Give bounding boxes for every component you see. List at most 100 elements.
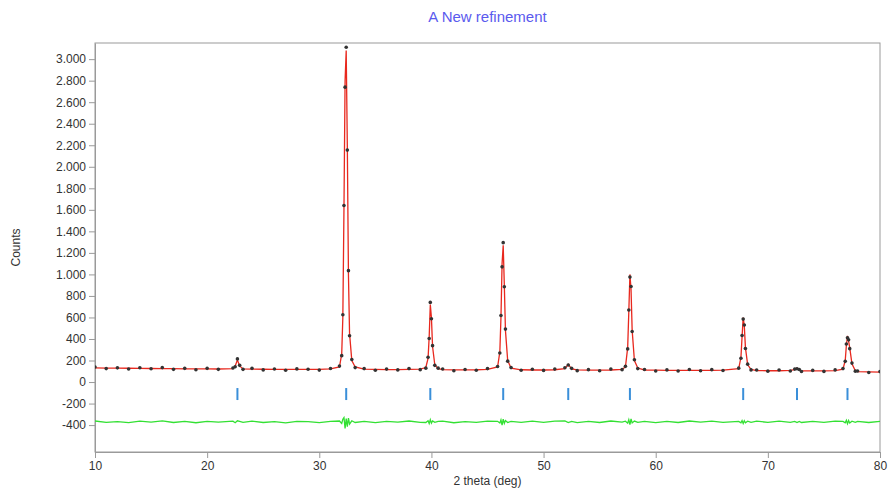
observed-point [463, 368, 467, 372]
observed-point [509, 366, 513, 370]
observed-point [506, 359, 510, 363]
y-tick-label: 1.400 [56, 225, 86, 239]
y-tick: 200 [66, 354, 95, 368]
y-tick: 1.800 [56, 182, 95, 196]
y-tick-mark [89, 382, 95, 383]
observed-point [183, 367, 187, 371]
x-tick-label: 30 [313, 459, 327, 473]
observed-point [116, 366, 120, 370]
observed-point [430, 317, 434, 321]
observed-point [474, 369, 478, 373]
observed-point [261, 368, 265, 372]
observed-point [250, 367, 254, 371]
observed-point [800, 370, 804, 374]
observed-point [676, 369, 680, 373]
observed-point [845, 342, 849, 346]
reflection-tick [796, 388, 798, 400]
observed-point [374, 368, 378, 372]
x-tick: 60 [650, 452, 664, 473]
observed-point [575, 369, 579, 373]
y-tick: 1.000 [56, 268, 95, 282]
observed-point [284, 369, 288, 373]
y-tick-label: 800 [66, 289, 86, 303]
reflection-tick [567, 388, 569, 400]
y-tick-label: 1.800 [56, 182, 86, 196]
observed-point [850, 361, 854, 365]
chart-title: A New refinement [428, 8, 547, 25]
y-tick-label: 1.000 [56, 268, 86, 282]
y-tick-label: 600 [66, 311, 86, 325]
y-tick-mark [89, 145, 95, 146]
reflection-tick [846, 388, 848, 400]
x-tick: 80 [874, 452, 888, 473]
y-tick-label: 200 [66, 354, 86, 368]
y-tick: 2.000 [56, 160, 95, 174]
observed-point [172, 368, 176, 372]
observed-point [238, 364, 242, 368]
observed-point [104, 367, 108, 371]
observed-point [396, 368, 400, 372]
observed-point [407, 367, 411, 371]
y-tick: 2.800 [56, 74, 95, 88]
observed-point [566, 363, 570, 367]
y-tick: -400 [62, 418, 95, 432]
observed-point [739, 356, 743, 360]
y-tick-mark [89, 81, 95, 82]
reflection-tick [742, 388, 744, 400]
observed-point [630, 330, 634, 334]
y-tick: 0 [79, 375, 95, 389]
observed-point [341, 313, 345, 317]
x-tick-mark [207, 452, 208, 458]
observed-point [710, 368, 714, 372]
observed-point [867, 371, 871, 375]
x-tick-mark [656, 452, 657, 458]
x-tick: 50 [537, 452, 551, 473]
observed-point [626, 347, 630, 351]
observed-point [486, 367, 490, 371]
y-tick: 2.200 [56, 139, 95, 153]
x-tick: 40 [425, 452, 439, 473]
observed-point [847, 338, 851, 342]
observed-point [746, 362, 750, 366]
y-tick-label: 3.000 [56, 52, 86, 66]
y-tick-mark [89, 124, 95, 125]
x-tick: 30 [313, 452, 327, 473]
observed-point [766, 369, 770, 373]
y-tick-label: 1.200 [56, 246, 86, 260]
observed-point [348, 334, 352, 338]
observed-point [295, 367, 299, 371]
observed-point [426, 355, 430, 359]
observed-point [431, 344, 435, 348]
x-tick-mark [544, 452, 545, 458]
observed-point [338, 364, 342, 368]
observed-point [788, 369, 792, 373]
y-tick-mark [89, 425, 95, 426]
y-tick: 1.200 [56, 246, 95, 260]
y-tick: 600 [66, 311, 95, 325]
x-tick-label: 20 [201, 459, 215, 473]
plot-frame [95, 43, 880, 452]
observed-point [643, 368, 647, 372]
x-tick-mark [768, 452, 769, 458]
observed-point [353, 366, 357, 370]
y-tick-label: 400 [66, 332, 86, 346]
y-tick-mark [89, 167, 95, 168]
y-tick-mark [89, 296, 95, 297]
x-tick-label: 10 [89, 459, 103, 473]
observed-point [624, 365, 628, 369]
x-tick-mark [431, 452, 432, 458]
y-tick-mark [89, 339, 95, 340]
y-tick: 2.600 [56, 96, 95, 110]
observed-point [160, 366, 164, 370]
observed-point [500, 265, 504, 269]
observed-point [344, 46, 348, 50]
y-tick-label: 2.200 [56, 139, 86, 153]
y-tick-mark [89, 210, 95, 211]
observed-point [233, 365, 237, 369]
observed-point [848, 347, 852, 351]
observed-point [418, 368, 422, 372]
observed-point [699, 369, 703, 373]
reflection-tick [629, 388, 631, 400]
observed-point [317, 368, 321, 372]
y-tick-label: 2.600 [56, 96, 86, 110]
